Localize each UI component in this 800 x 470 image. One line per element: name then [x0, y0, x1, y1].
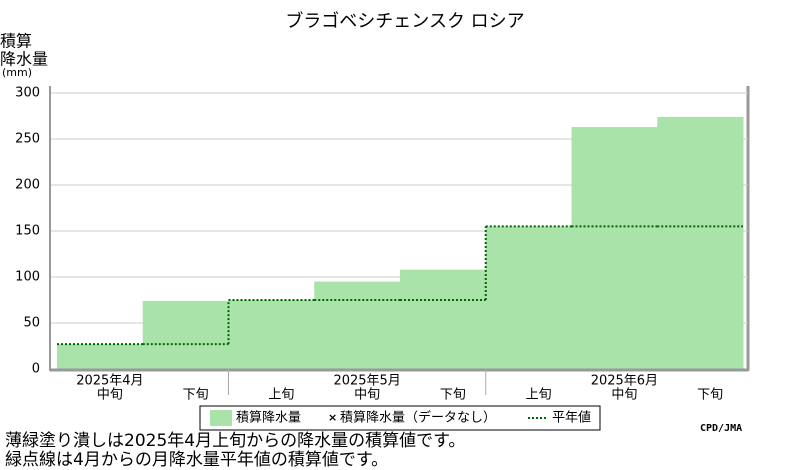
bar	[571, 127, 658, 369]
y-axis-label: 降水量	[0, 50, 48, 69]
x-tick-label: 上旬	[268, 388, 294, 403]
bar	[485, 226, 572, 369]
y-axis-label: (mm)	[2, 66, 32, 79]
legend-marker: ×	[328, 411, 337, 424]
y-tick-label: 250	[15, 132, 40, 147]
bar	[228, 300, 315, 369]
legend-label: 積算降水量	[236, 411, 301, 426]
y-tick-label: 50	[23, 316, 40, 331]
y-tick-label: 0	[32, 362, 40, 377]
y-tick-label: 150	[15, 224, 40, 239]
chart-title: ブラゴベシチェンスク ロシア	[285, 10, 524, 32]
x-tick-label: 下旬	[440, 388, 466, 403]
legend-label: 積算降水量（データなし）	[340, 410, 496, 426]
x-tick-label: 下旬	[697, 388, 723, 403]
x-tick-label: 中旬	[354, 388, 380, 403]
y-tick-label: 200	[15, 178, 40, 193]
x-tick-label: 中旬	[611, 388, 637, 403]
bar	[314, 281, 401, 369]
month-label: 2025年5月	[333, 374, 400, 389]
y-axis-label: 積算	[0, 32, 32, 51]
bar	[142, 300, 229, 369]
legend-swatch	[210, 410, 232, 426]
bar	[400, 269, 487, 369]
x-tick-label: 中旬	[97, 388, 123, 403]
month-label: 2025年6月	[591, 374, 658, 389]
x-tick-label: 下旬	[183, 388, 209, 403]
bar	[657, 116, 744, 369]
note: 薄緑塗り潰しは2025年4月上旬からの降水量の積算値です。	[5, 430, 465, 451]
y-tick-label: 100	[15, 270, 40, 285]
month-label: 2025年4月	[76, 374, 143, 389]
x-tick-label: 上旬	[526, 388, 552, 403]
legend-label: 平年値	[552, 410, 591, 426]
note: 緑点線は4月からの月降水量平年値の積算値です。	[5, 450, 388, 470]
bar	[57, 344, 144, 369]
credit: CPD/JMA	[700, 423, 742, 434]
y-tick-label: 300	[15, 86, 40, 101]
